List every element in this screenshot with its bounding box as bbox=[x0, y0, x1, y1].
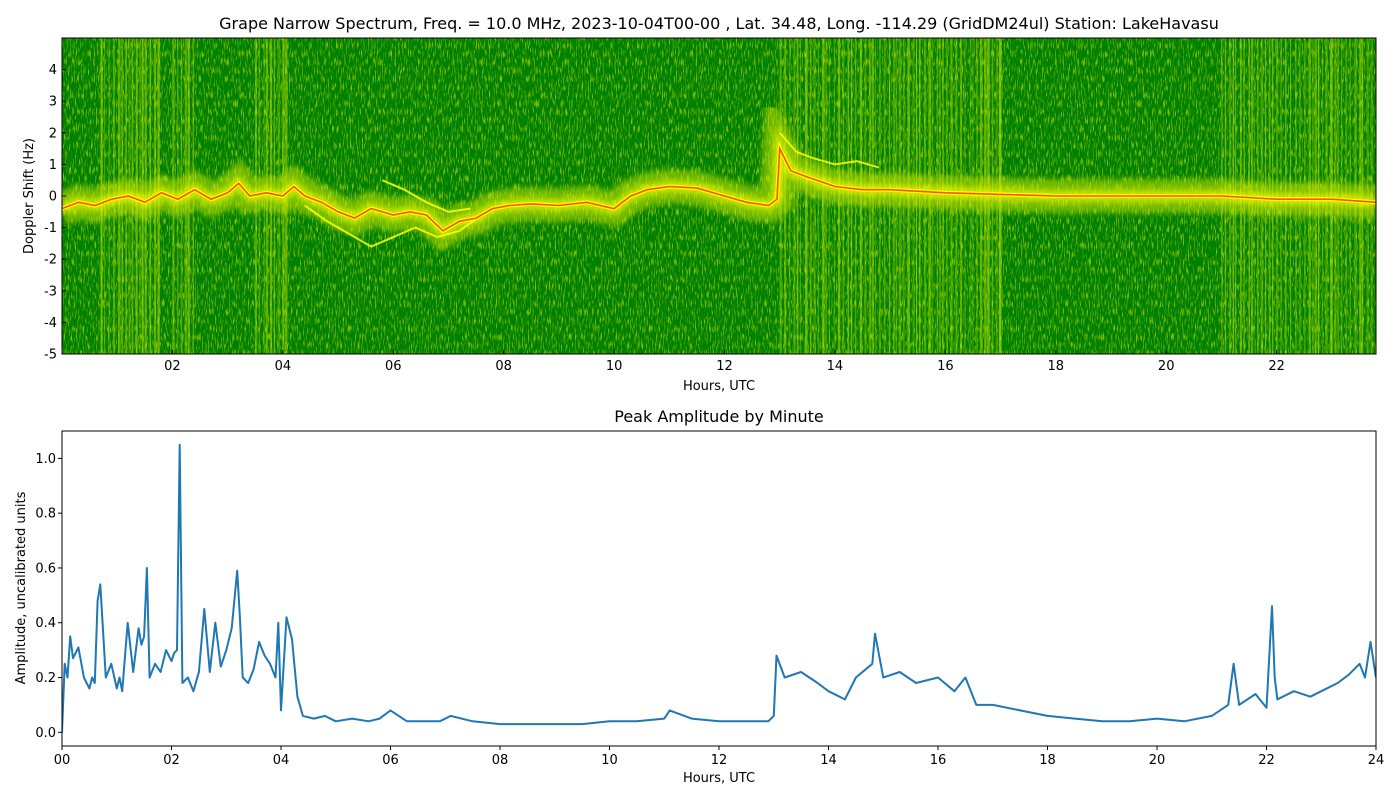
spectrogram-y-tick-label: -4 bbox=[44, 316, 57, 331]
amplitude-x-tick-label: 08 bbox=[492, 753, 509, 768]
spectrogram-y-tick-label: -2 bbox=[44, 253, 57, 268]
noise-stripe bbox=[800, 38, 802, 354]
amplitude-x-tick-label: 18 bbox=[1039, 753, 1056, 768]
amplitude-x-tick-label: 10 bbox=[601, 753, 618, 768]
amplitude-x-tick-label: 14 bbox=[820, 753, 837, 768]
spectrogram-y-tick-label: 3 bbox=[49, 95, 57, 110]
noise-stripe bbox=[796, 38, 799, 354]
spectrogram-y-tick-label: 4 bbox=[49, 63, 57, 78]
spectrogram-y-tick-label: 1 bbox=[49, 158, 57, 173]
spectrogram-y-tick-label: 2 bbox=[49, 126, 57, 141]
spectrogram-x-tick-label: 22 bbox=[1268, 359, 1285, 374]
secondary-doppler-trace bbox=[778, 132, 880, 169]
amplitude-y-tick-label: 1.0 bbox=[35, 452, 56, 467]
amplitude-y-tick-label: 0.8 bbox=[35, 507, 56, 522]
spectrogram-y-tick-label: -3 bbox=[44, 284, 57, 299]
spectrogram-x-tick-label: 02 bbox=[164, 359, 181, 374]
amplitude-x-tick-label: 24 bbox=[1368, 753, 1385, 768]
amplitude-x-axis-label: Hours, UTC bbox=[683, 771, 755, 786]
spectrogram-y-ticks: -5 -4 -3 -2 -1 0 1 2 3 4 bbox=[44, 63, 66, 363]
spectrogram-y-tick-label: 0 bbox=[49, 190, 57, 205]
spectrogram-x-tick-label: 08 bbox=[495, 359, 512, 374]
amplitude-y-tick-label: 0.4 bbox=[35, 616, 56, 631]
noise-stripe bbox=[805, 38, 808, 354]
spectrogram-x-tick-label: 04 bbox=[275, 359, 292, 374]
spectrogram-x-tick-label: 20 bbox=[1158, 359, 1175, 374]
spectrogram-y-tick-label: -5 bbox=[44, 348, 57, 363]
doppler-traces bbox=[62, 132, 1376, 248]
amplitude-x-ticks: 00 02 04 06 08 10 12 14 16 18 20 22 24 bbox=[54, 746, 1385, 768]
secondary-doppler-trace bbox=[304, 204, 483, 248]
spectrogram-x-axis-label: Hours, UTC bbox=[683, 379, 755, 394]
spectrogram-y-axis-label: Doppler Shift (Hz) bbox=[22, 138, 37, 254]
amplitude-x-tick-label: 04 bbox=[273, 753, 290, 768]
amplitude-y-tick-label: 0.0 bbox=[35, 726, 56, 741]
amplitude-line bbox=[62, 443, 1376, 733]
amplitude-plot-area bbox=[62, 431, 1376, 746]
spectrogram-x-tick-label: 14 bbox=[827, 359, 844, 374]
doppler-trace bbox=[62, 145, 1376, 232]
amplitude-x-tick-label: 20 bbox=[1149, 753, 1166, 768]
noise-stripe bbox=[793, 38, 796, 354]
spectrogram-panel: Grape Narrow Spectrum, Freq. = 10.0 MHz,… bbox=[22, 14, 1377, 394]
amplitude-x-tick-label: 22 bbox=[1258, 753, 1275, 768]
spectrogram-x-tick-label: 16 bbox=[937, 359, 954, 374]
amplitude-title: Peak Amplitude by Minute bbox=[614, 407, 824, 426]
spectrogram-x-tick-label: 18 bbox=[1048, 359, 1065, 374]
amplitude-y-tick-label: 0.2 bbox=[35, 671, 56, 686]
secondary-doppler-trace bbox=[381, 179, 471, 213]
amplitude-panel: Peak Amplitude by Minute 00 02 04 06 08 10 12 1… bbox=[14, 407, 1384, 786]
amplitude-x-tick-label: 02 bbox=[163, 753, 180, 768]
spectrogram-title: Grape Narrow Spectrum, Freq. = 10.0 MHz,… bbox=[219, 14, 1219, 33]
spectrogram-x-tick-label: 10 bbox=[606, 359, 623, 374]
amplitude-x-tick-label: 06 bbox=[382, 753, 399, 768]
amplitude-x-tick-label: 16 bbox=[930, 753, 947, 768]
amplitude-x-tick-label: 12 bbox=[711, 753, 728, 768]
spectrogram-y-tick-label: -1 bbox=[44, 221, 57, 236]
spectrogram-x-tick-label: 12 bbox=[716, 359, 733, 374]
amplitude-y-axis-label: Amplitude, uncalibrated units bbox=[14, 491, 29, 684]
amplitude-x-tick-label: 00 bbox=[54, 753, 71, 768]
spectrogram-x-ticks: 02 04 06 08 10 12 14 16 18 20 22 bbox=[164, 350, 1285, 374]
amplitude-y-ticks: 0.0 0.2 0.4 0.6 0.8 1.0 bbox=[35, 452, 62, 741]
amplitude-y-tick-label: 0.6 bbox=[35, 561, 56, 576]
spectrogram-x-tick-label: 06 bbox=[385, 359, 402, 374]
